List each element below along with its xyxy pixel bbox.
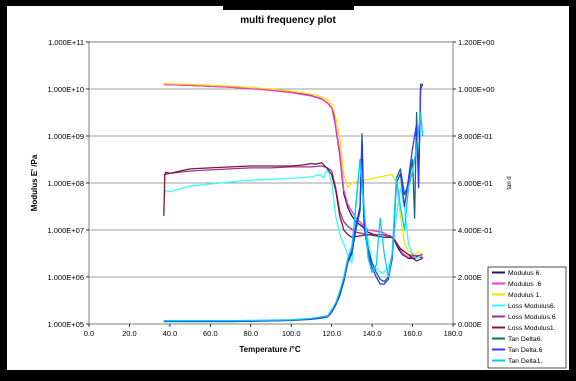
x-axis-title: Temperature /°C <box>239 345 301 354</box>
legend-entry: Modulus .6 <box>508 281 541 288</box>
legend-entry: Tan Delta6. <box>508 336 542 343</box>
x-tick-label: 160.0 <box>403 329 422 338</box>
y2-tick-label: 6.000E-01 <box>458 179 493 188</box>
y2-tick-label: 1.200E+00 <box>458 38 495 47</box>
y-tick-label: 1.000E+10 <box>48 85 85 94</box>
y-tick-label: 1.000E+07 <box>48 226 85 235</box>
legend-entry: Loss Modulus6. <box>508 303 556 310</box>
y2-tick-label: 1.000E+00 <box>458 85 495 94</box>
y2-tick-label: 2.000E <box>458 273 482 282</box>
y-tick-label: 1.000E+09 <box>48 132 85 141</box>
legend-entry: Modulus 6. <box>508 270 541 277</box>
series-line-4 <box>163 159 424 274</box>
series-line-9 <box>163 111 424 322</box>
series-line-3 <box>163 82 424 256</box>
legend: Modulus 6. Modulus .6 Modulus 1. Loss Modul… <box>487 266 567 369</box>
legend-entry: Modulus 1. <box>508 292 541 299</box>
y-axis-title: Modulus E' /Pa <box>30 154 39 211</box>
x-tick-label: 100.0 <box>282 329 301 338</box>
legend-entry: Tan Delta.6 <box>508 347 543 354</box>
x-tick-label: 80.0 <box>243 329 258 338</box>
x-tick-label: 60.0 <box>203 329 218 338</box>
x-tick-label: 40.0 <box>163 329 178 338</box>
x-tick-label: 180.0 <box>444 329 463 338</box>
y-tick-label: 1.000E+06 <box>48 273 85 282</box>
chart-title: multi frequency plot <box>240 15 336 26</box>
x-tick-label: 120.0 <box>322 329 341 338</box>
y-tick-label: 1.000E+05 <box>48 320 85 329</box>
series-line-6 <box>163 162 423 262</box>
legend-entry: Tan Delta1. <box>508 358 542 365</box>
x-tick-label: 0.0 <box>84 329 94 338</box>
y-tick-label: 1.000E+11 <box>48 38 84 47</box>
y2-tick-label: 8.000E-01 <box>458 132 493 141</box>
legend-entry: Loss Modulus1. <box>508 325 556 332</box>
y-tick-label: 1.000E+08 <box>48 179 85 188</box>
y2-tick-label: 4.000E-01 <box>458 226 493 235</box>
y2-tick-label: 0.000E <box>458 320 482 329</box>
x-tick-label: 20.0 <box>122 329 137 338</box>
x-tick-label: 140.0 <box>363 329 382 338</box>
legend-entry: Loss Modulus.6 <box>508 314 556 321</box>
y2-axis-title: tan d <box>507 176 513 189</box>
